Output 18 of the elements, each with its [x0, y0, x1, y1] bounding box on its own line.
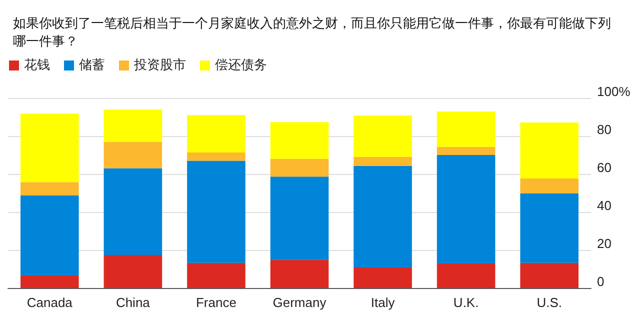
y-tick-label: 0 [597, 274, 604, 289]
x-tick-label: France [196, 295, 236, 310]
x-tick-label: U.K. [453, 295, 479, 310]
y-tick-label: 60 [597, 160, 612, 175]
x-tick-label: China [116, 295, 151, 310]
y-tick-label: 80 [597, 122, 612, 137]
chart-title: 如果你收到了一笔税后相当于一个月家庭收入的意外之财，而且你只能用它做一件事，你最有可能做下列哪一件事？ [13, 16, 611, 50]
legend-label: 投资股市 [133, 58, 186, 73]
y-tick-label: 40 [597, 198, 612, 213]
x-tick-label: U.S. [536, 295, 562, 310]
y-tick-label: 20 [597, 236, 612, 251]
x-tick-label: Italy [370, 295, 396, 310]
legend-label: 花钱 [24, 58, 50, 73]
x-tick-label: Germany [272, 295, 327, 310]
y-tick-label: 100% [597, 84, 631, 99]
x-tick-label: Canada [26, 295, 74, 310]
legend-label: 偿还债务 [215, 58, 267, 73]
legend-label: 储蓄 [79, 58, 105, 73]
